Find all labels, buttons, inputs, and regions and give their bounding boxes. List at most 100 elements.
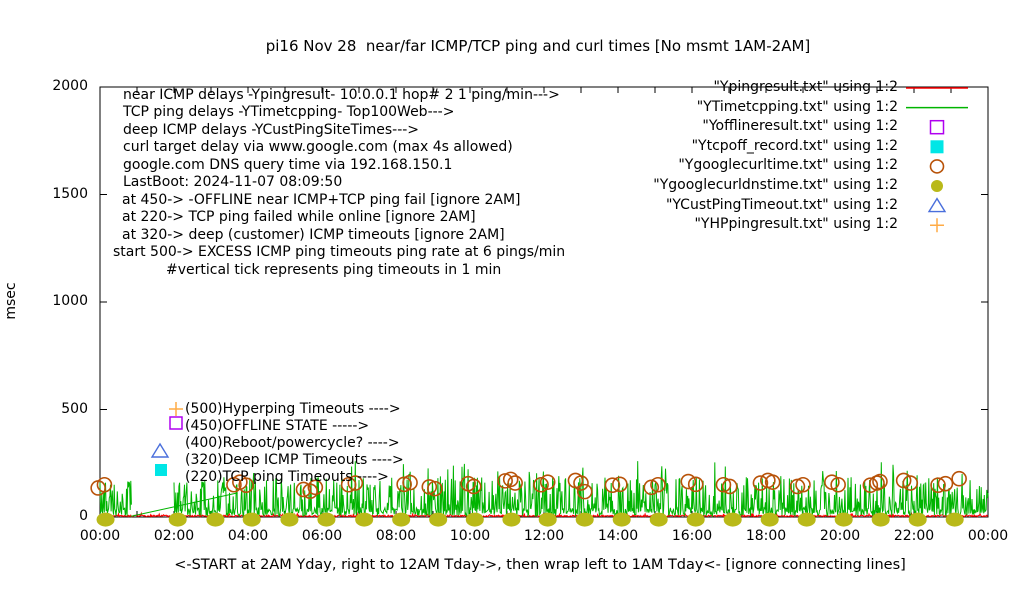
dns-blob-icon [317, 512, 336, 527]
x-tick-label: 08:00 [375, 528, 417, 544]
open-circle-marker-icon [302, 483, 318, 500]
filled-square-marker-icon [930, 140, 944, 154]
tcp-ping-green-series [173, 461, 989, 518]
y-tick-label: 1000 [52, 293, 88, 309]
x-tick-label: 00:00 [79, 528, 121, 544]
open-triangle-marker-icon [927, 197, 947, 213]
x-tick-label: 00:00 [967, 528, 1009, 544]
dns-blob-icon [575, 512, 594, 527]
open-circle-marker-icon [795, 476, 811, 493]
x-tick-label: 14:00 [597, 528, 639, 544]
open-circle-marker-icon [862, 477, 879, 493]
open-circle-marker-icon [539, 474, 556, 490]
dns-blob-icon [612, 512, 631, 527]
open-circle-marker-icon [830, 476, 846, 493]
plot-annotation: TCP ping delays -YTimetcpping- Top100Web… [123, 104, 455, 120]
open-triangle-marker-icon [150, 442, 170, 458]
dns-blob-icon [871, 512, 890, 527]
dns-blob-icon [429, 512, 448, 527]
plot-annotation: curl target delay via www.google.com (ma… [123, 139, 513, 155]
open-circle-marker-icon [533, 476, 549, 493]
level-key-annotation: (500)Hyperping Timeouts ----> [185, 401, 401, 417]
open-circle-marker-icon [929, 159, 945, 174]
open-circle-marker-icon [650, 476, 666, 493]
open-circle-marker-icon [930, 477, 946, 493]
legend-label: "Ytcpoff_record.txt" using 1:2 [691, 137, 898, 154]
open-circle-marker-icon [643, 479, 660, 496]
filled-circle-marker-icon [931, 180, 943, 192]
level-key-annotation: (220)TCP ping Timeouts ----> [185, 469, 389, 485]
open-circle-marker-icon [238, 477, 254, 493]
connecting-line-artifact [130, 492, 238, 517]
x-tick-label: 06:00 [301, 528, 343, 544]
x-tick-label: 18:00 [745, 528, 787, 544]
legend-label: "YTimetcpping.txt" using 1:2 [696, 98, 898, 115]
y-tick-label: 2000 [52, 78, 88, 94]
filled-square-marker-icon [155, 464, 167, 476]
dns-blob-icon [760, 512, 779, 527]
plot-annotation: at 220-> TCP ping failed while online [i… [122, 209, 476, 225]
dns-blob-icon [945, 512, 964, 527]
open-circle-marker-icon [502, 471, 519, 488]
open-circle-marker-icon [465, 478, 482, 495]
open-circle-marker-icon [612, 476, 628, 493]
open-circle-marker-icon [402, 474, 418, 491]
chart-title: pi16 Nov 28 near/far ICMP/TCP ping and c… [265, 37, 811, 55]
dns-blob-icon [168, 512, 187, 527]
dns-blob-icon [723, 512, 742, 527]
y-tick-label: 500 [61, 400, 88, 417]
x-tick-label: 12:00 [523, 528, 565, 544]
open-square-marker-icon [929, 119, 945, 135]
open-circle-marker-icon [895, 472, 912, 489]
x-tick-label: 10:00 [449, 528, 491, 544]
dns-blob-icon [908, 512, 927, 527]
plot-annotation: near ICMP delays -Ypingresult- 10.0.0.1 … [123, 87, 560, 103]
dns-blob-icon [206, 512, 225, 527]
open-circle-marker-icon [497, 473, 513, 489]
open-circle-marker-icon [604, 477, 621, 493]
legend-label: "YHPpingresult.txt" using 1:2 [694, 216, 898, 233]
x-tick-label: 02:00 [153, 528, 195, 544]
level-key-annotation: (400)Reboot/powercycle? ----> [185, 435, 400, 451]
legend-label: "YCustPingTimeout.txt" using 1:2 [665, 196, 898, 213]
tcp-ping-green-series [99, 480, 132, 516]
plot-annotation: #vertical tick represents ping timeouts … [166, 262, 502, 278]
dns-blob-icon [834, 512, 853, 527]
dns-blob-icon [538, 512, 557, 527]
dns-blob-icon [797, 512, 816, 527]
y-tick-label: 0 [79, 508, 88, 524]
open-circle-marker-icon [96, 476, 113, 493]
open-circle-marker-icon [680, 473, 697, 490]
x-tick-label: 04:00 [227, 528, 269, 544]
x-axis-note: <-START at 2AM Yday, right to 12AM Tday-… [174, 557, 906, 573]
plus-marker-icon [930, 218, 944, 233]
x-tick-label: 20:00 [819, 528, 861, 544]
open-circle-marker-icon [576, 483, 593, 500]
plot-annotation: google.com DNS query time via 192.168.15… [123, 157, 453, 173]
open-circle-marker-icon [951, 470, 967, 487]
plot-annotation: deep ICMP delays -YCustPingSiteTimes---> [123, 122, 420, 138]
dns-blob-icon [502, 512, 521, 527]
open-circle-marker-icon [295, 481, 312, 498]
legend-label: "Ygooglecurldnstime.txt" using 1:2 [653, 177, 898, 193]
open-circle-marker-icon [507, 475, 523, 491]
open-circle-marker-icon [347, 475, 364, 491]
open-circle-marker-icon [937, 475, 954, 492]
y-tick-label: 1500 [52, 185, 88, 202]
open-circle-marker-icon [872, 473, 888, 490]
plot-annotation: at 450-> -OFFLINE near ICMP+TCP ping fai… [122, 192, 521, 208]
dns-blob-icon [242, 512, 261, 527]
dns-blob-icon [649, 512, 668, 527]
dns-blob-icon [686, 512, 705, 527]
open-circle-marker-icon [687, 476, 704, 493]
open-circle-marker-icon [307, 479, 324, 496]
x-tick-label: 16:00 [671, 528, 713, 544]
open-circle-marker-icon [752, 475, 769, 491]
dns-blob-icon [96, 512, 115, 527]
plot-annotation: LastBoot: 2024-11-07 08:09:50 [123, 174, 343, 190]
plot-annotation: start 500-> EXCESS ICMP ping timeouts pi… [113, 244, 566, 260]
open-circle-marker-icon [902, 475, 919, 491]
dns-blob-icon [280, 512, 299, 527]
